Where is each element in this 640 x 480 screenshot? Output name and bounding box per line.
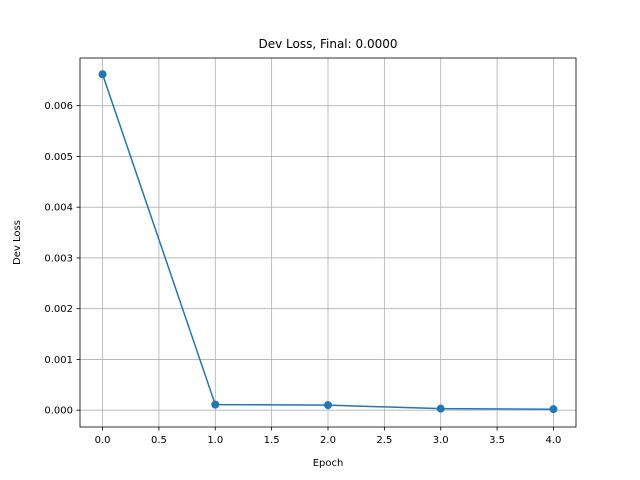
y-tick-label: 0.002 bbox=[44, 304, 73, 315]
chart-title: Dev Loss, Final: 0.0000 bbox=[259, 37, 398, 51]
y-tick-label: 0.003 bbox=[44, 253, 73, 264]
x-tick-label: 3.0 bbox=[433, 435, 449, 446]
grid bbox=[80, 58, 576, 427]
y-axis-ticks: 0.000 0.001 0.002 0.003 0.004 0.005 0.006 bbox=[44, 101, 80, 417]
x-tick-label: 2.0 bbox=[320, 435, 336, 446]
y-tick-label: 0.006 bbox=[44, 101, 73, 112]
data-point bbox=[324, 401, 332, 410]
series-layer bbox=[98, 70, 558, 414]
plot-frame bbox=[79, 57, 577, 428]
x-axis-label: Epoch bbox=[313, 458, 344, 469]
x-tick-label: 0.5 bbox=[151, 435, 167, 446]
data-point bbox=[436, 404, 445, 413]
data-point bbox=[549, 405, 558, 414]
x-tick-label: 2.5 bbox=[376, 435, 392, 446]
y-tick-label: 0.004 bbox=[44, 203, 73, 214]
data-point bbox=[98, 70, 107, 79]
y-tick-label: 0.005 bbox=[44, 152, 73, 163]
x-tick-label: 1.5 bbox=[264, 435, 280, 446]
x-tick-label: 3.5 bbox=[489, 435, 505, 446]
y-axis-label: Dev Loss bbox=[12, 220, 23, 265]
y-tick-label: 0.001 bbox=[44, 355, 73, 366]
y-tick-label: 0.000 bbox=[44, 406, 73, 417]
x-axis-ticks: 0.0 0.5 1.0 1.5 2.0 2.5 3.0 3.5 4.0 bbox=[95, 427, 562, 446]
data-point bbox=[211, 400, 220, 409]
x-tick-label: 1.0 bbox=[207, 435, 223, 446]
x-tick-label: 4.0 bbox=[546, 435, 562, 446]
x-tick-label: 0.0 bbox=[95, 435, 111, 446]
